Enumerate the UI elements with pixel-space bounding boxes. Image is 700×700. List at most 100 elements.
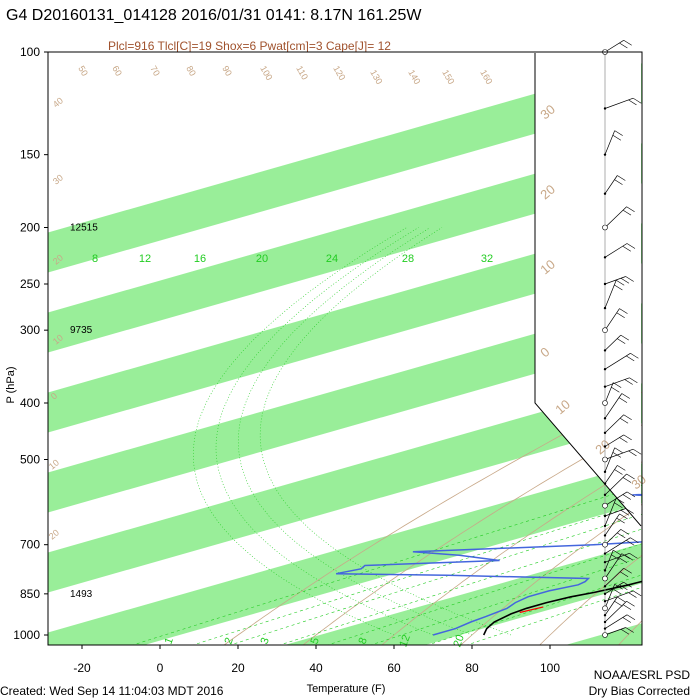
- wind-barb-flag: [624, 379, 633, 385]
- wind-barb-flag: [626, 355, 635, 362]
- wind-barb-flag: [622, 494, 631, 500]
- wind-barb-flag: [614, 502, 623, 508]
- wind-point: [603, 385, 607, 388]
- isotherm-band: [48, 383, 642, 593]
- y-tick-label: 400: [20, 396, 40, 410]
- wind-barb-flag: [622, 209, 632, 216]
- wind-barb-flag: [620, 277, 630, 284]
- wind-barb-flag: [622, 477, 632, 483]
- wind-panel-background: [535, 53, 641, 526]
- wind-barb: [604, 627, 626, 636]
- y-tick-label: 1000: [13, 628, 40, 642]
- wind-barb-flag: [617, 596, 626, 603]
- chart-subtitle: Plcl=916 Tlcl[C]=19 Shox=6 Pwat[cm]=3 Ca…: [108, 39, 391, 53]
- wind-barb-flag: [625, 508, 634, 514]
- wind-barb: [604, 567, 624, 587]
- wind-barb-flag: [611, 386, 620, 393]
- wind-calm-circle: [602, 456, 608, 463]
- wind-barb-flag: [626, 491, 636, 498]
- wind-barb-flag: [619, 571, 629, 577]
- wind-barb-flag: [617, 465, 626, 471]
- mixing-ratio-label: 1: [162, 636, 175, 646]
- wind-point: [603, 552, 607, 555]
- wind-barb-flag: [628, 592, 637, 598]
- mixing-ratio-label: 24: [326, 253, 338, 265]
- isotherm-band: [48, 463, 642, 645]
- wind-barb-flag: [624, 554, 633, 561]
- wind-barb-flag: [611, 554, 620, 560]
- x-tick-label: 80: [465, 661, 479, 675]
- wind-barb-flag: [621, 553, 630, 559]
- wind-barb-flag: [619, 42, 628, 49]
- wind-barb-flag: [633, 97, 642, 104]
- wind-barb: [604, 529, 622, 545]
- height-label: 9735: [70, 325, 93, 336]
- height-label: 1493: [70, 589, 93, 600]
- wind-point: [603, 431, 607, 435]
- wind-barb: [604, 549, 614, 571]
- mixing-ratio-line: [131, 484, 642, 645]
- y-tick-label: 100: [20, 45, 40, 59]
- wind-point: [603, 192, 607, 195]
- wind-barb: [604, 377, 630, 387]
- wind-barb-flag: [626, 540, 635, 546]
- mixing-ratio-label: 20: [451, 633, 466, 649]
- wind-point: [603, 282, 607, 286]
- wind-point: [603, 470, 607, 474]
- wind-barb: [604, 497, 617, 527]
- x-tick-label: 40: [309, 661, 323, 675]
- wind-barb: [604, 584, 616, 609]
- isotherm-label: 0: [49, 391, 59, 402]
- wind-barb-flag: [622, 245, 631, 252]
- wind-barb-flag: [614, 179, 623, 185]
- mixing-ratio-line: [278, 528, 642, 645]
- wind-barb: [604, 130, 616, 155]
- wind-point: [603, 524, 607, 528]
- dry-adiabat-label: 140: [406, 68, 422, 86]
- wind-barb: [604, 447, 616, 472]
- wind-point: [603, 514, 607, 518]
- mixing-ratio-label: 5: [308, 636, 321, 646]
- y-tick-label: 500: [20, 452, 40, 466]
- mixing-ratio-label: 12: [139, 253, 151, 265]
- wind-barb: [604, 473, 627, 496]
- wind-barb-flag: [628, 99, 637, 106]
- bias-label: Dry Bias Corrected: [589, 684, 690, 698]
- wind-barb-flag: [614, 469, 623, 475]
- mixing-ratio-label: 3: [258, 636, 271, 646]
- x-tick-label: 20: [231, 661, 245, 675]
- wind-calm-circle: [602, 327, 608, 333]
- wind-barb-flag: [626, 614, 636, 621]
- wind-calm-circle: [602, 632, 608, 638]
- wind-barb-flag: [626, 473, 635, 480]
- wind-barb: [604, 513, 620, 536]
- wind-barb-flag: [616, 497, 625, 504]
- wind-barb-flag: [630, 353, 639, 359]
- wind-barb-flag: [619, 308, 628, 314]
- x-tick-label: 100: [540, 661, 560, 675]
- dry-adiabat-line: [381, 461, 642, 645]
- isotherm-band: [48, 63, 642, 273]
- wind-barb-flag: [620, 628, 630, 635]
- dry-adiabat-label: 90: [220, 64, 234, 78]
- wind-barb-flag: [614, 583, 623, 590]
- wind-calm-circle: [602, 502, 608, 509]
- mixing-ratio-label: 20: [256, 253, 268, 265]
- wind-barb: [604, 508, 626, 517]
- wind-barb: [604, 434, 624, 447]
- wind-barb-flag: [613, 549, 622, 556]
- isotherm-label: 20: [51, 252, 65, 266]
- wind-barb: [604, 465, 618, 484]
- y-tick-label: 250: [20, 277, 40, 291]
- wind-point: [603, 614, 607, 617]
- wind-barb-flag: [616, 280, 625, 286]
- isotherm-bands: [48, 63, 642, 645]
- wind-barb-flag: [626, 206, 635, 212]
- wind-barb: [604, 280, 617, 309]
- mixing-ratio-line: [466, 586, 642, 645]
- wind-barb-flag: [630, 537, 639, 543]
- dry-adiabat-label: 150: [440, 68, 456, 86]
- dry-adiabat-label: 130: [368, 68, 384, 86]
- wind-barb-flag: [616, 517, 625, 524]
